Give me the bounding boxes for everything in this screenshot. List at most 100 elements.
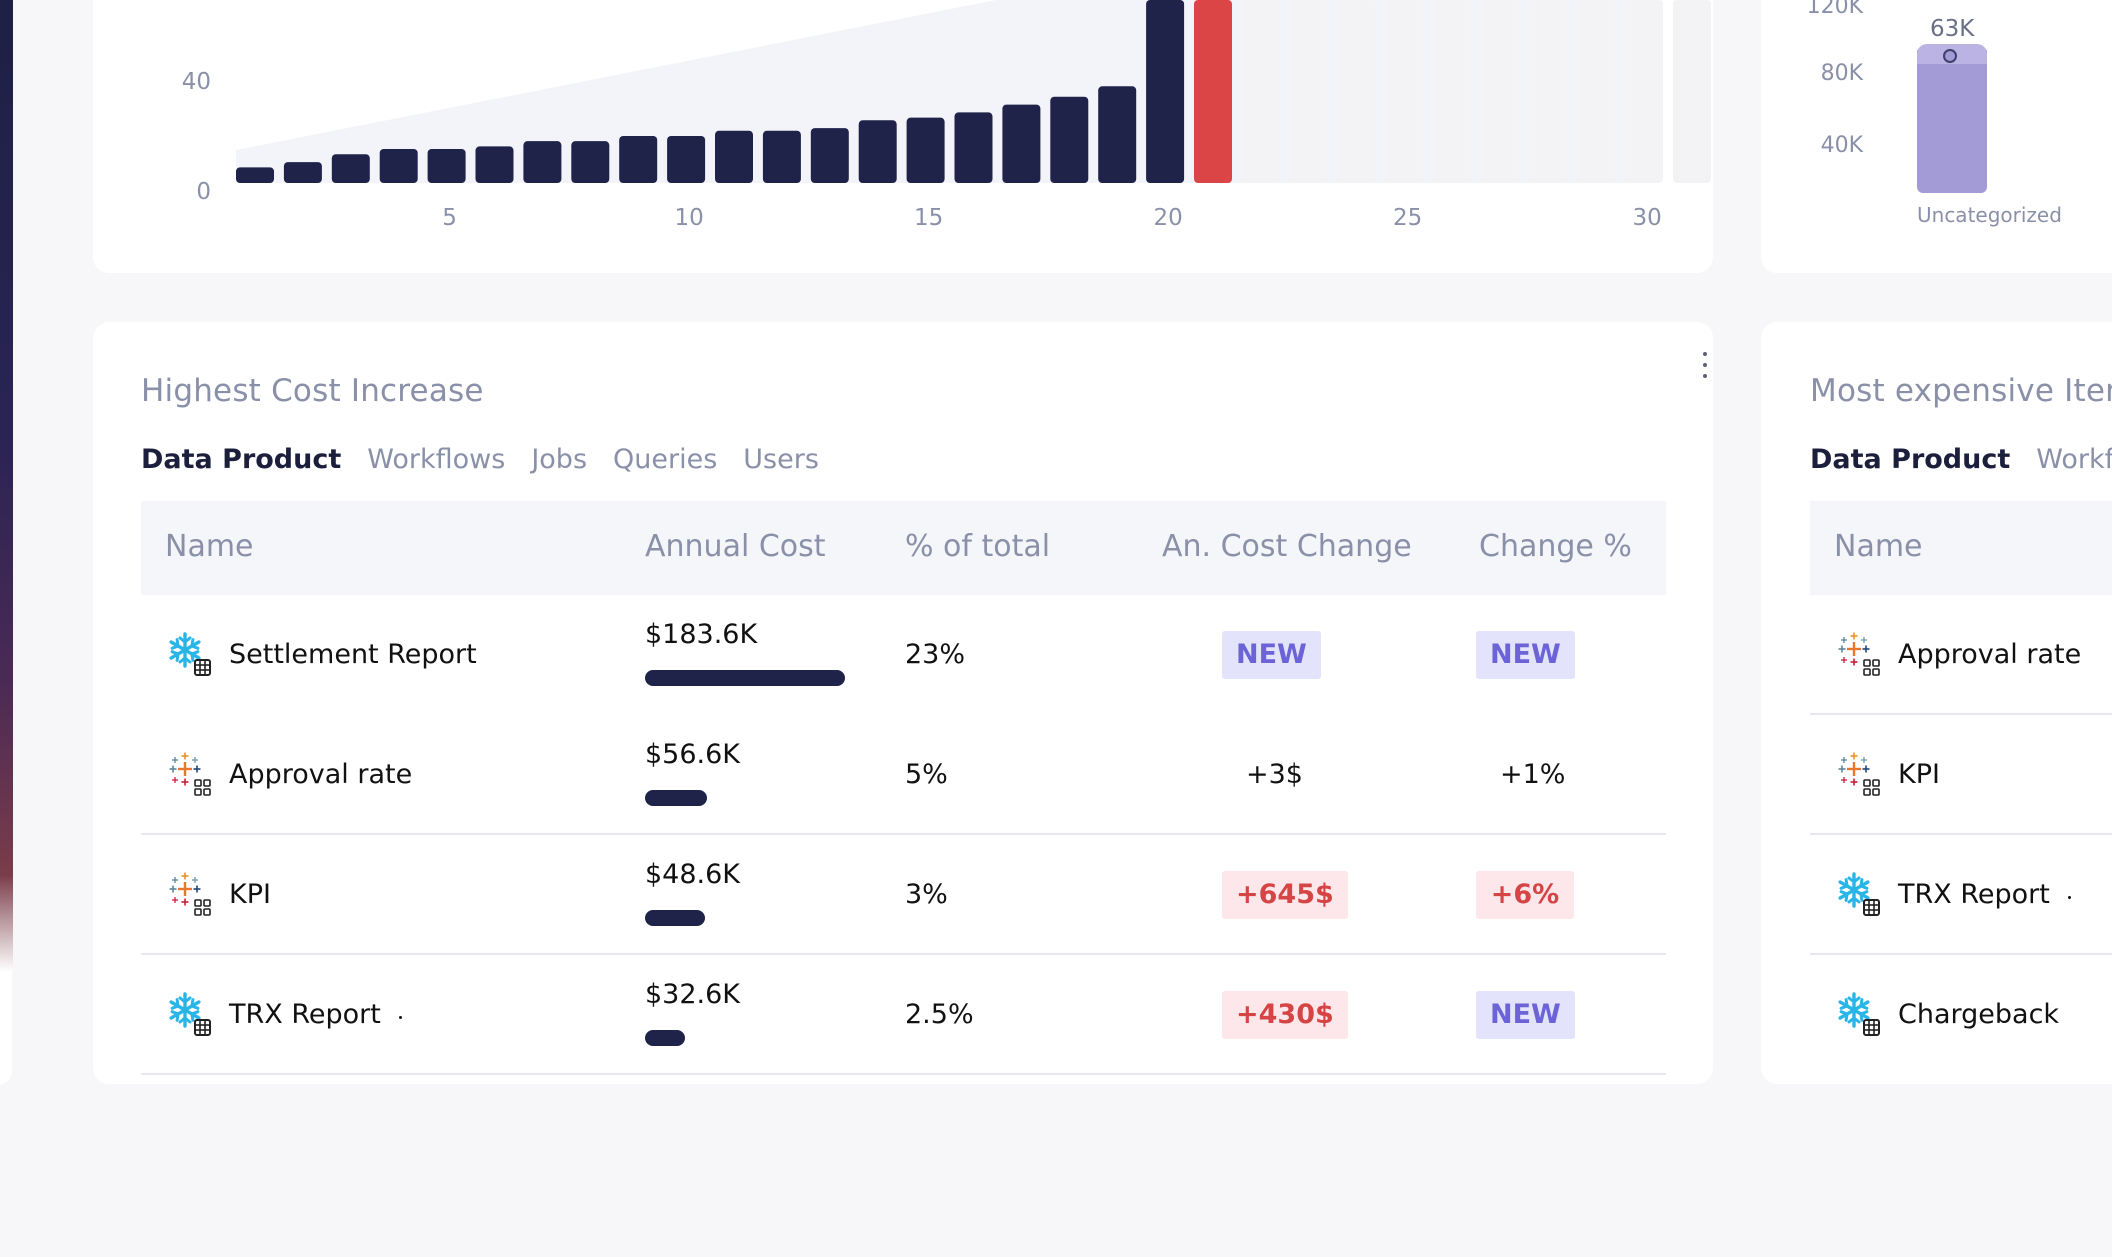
table-row[interactable]: Approval rate [1810, 595, 2112, 715]
cost-change-badge: +430$ [1222, 991, 1348, 1039]
future-day-bar[interactable] [1337, 0, 1376, 183]
day-bar[interactable] [236, 167, 274, 183]
category-bar[interactable] [1917, 50, 1987, 193]
item-name[interactable]: TRX Report [1898, 879, 2050, 910]
day-bar[interactable] [427, 149, 466, 183]
item-name[interactable]: KPI [229, 879, 271, 910]
snowflake-icon [165, 990, 215, 1040]
day-bar[interactable] [379, 149, 418, 183]
tab-workflows[interactable]: Workflo [2036, 444, 2112, 475]
table-header: Name [1810, 501, 2112, 595]
column-header-change-percent[interactable]: Change % [1479, 529, 1632, 564]
category-x-label: Uncategorized [1917, 203, 2062, 227]
annual-cost-bar [645, 1030, 685, 1046]
future-day-bar[interactable] [1241, 0, 1280, 183]
change-percent-badge: NEW [1476, 631, 1575, 679]
table-row[interactable]: Settlement Report $183.6K 23% NEW NEW [141, 595, 1666, 715]
table-row[interactable]: KPI $48.6K 3% +645$ +6% [141, 835, 1666, 955]
y-tick-label: 40 [182, 69, 211, 95]
column-header-annual-cost[interactable]: Annual Cost [645, 529, 826, 564]
item-name[interactable]: Approval rate [1898, 639, 2082, 670]
annual-cost-bar [645, 670, 845, 686]
item-name[interactable]: Chargeback [1898, 999, 2060, 1030]
change-percent-badge: NEW [1476, 991, 1575, 1039]
future-day-bar[interactable] [1673, 0, 1711, 183]
day-bar[interactable] [858, 120, 897, 183]
future-day-bar[interactable] [1289, 0, 1328, 183]
table-row[interactable]: Approval rate $56.6K 5% +3$ +1% [141, 715, 1666, 835]
tab-data-product[interactable]: Data Product [1810, 444, 2011, 475]
more-options-icon[interactable] [1702, 352, 1708, 378]
category-y-tick: 120K [1806, 0, 1863, 19]
day-bar[interactable] [1002, 104, 1041, 183]
item-name[interactable]: TRX Report [229, 999, 381, 1030]
cost-change-badge: +3$ [1246, 759, 1303, 790]
day-bar[interactable] [667, 135, 706, 183]
day-bar[interactable] [810, 128, 849, 183]
table-row[interactable]: TRX Report [1810, 835, 2112, 955]
future-day-bar[interactable] [1481, 0, 1520, 183]
tab-users[interactable]: Users [743, 444, 819, 475]
category-bar-marker [1943, 49, 1957, 63]
day-bar[interactable] [619, 135, 658, 183]
x-tick-label: 15 [914, 205, 943, 231]
day-bar[interactable] [571, 141, 610, 183]
day-bar[interactable] [475, 146, 514, 183]
card-title: Most expensive Iter [1810, 373, 2112, 409]
column-header-cost-change[interactable]: An. Cost Change [1162, 529, 1412, 564]
column-header-percent-total[interactable]: % of total [905, 529, 1051, 564]
percent-of-total: 3% [905, 879, 948, 910]
annual-cost: $183.6K [645, 619, 758, 650]
tableau-icon [165, 750, 215, 800]
day-bar[interactable] [1050, 96, 1089, 183]
day-bar[interactable] [331, 154, 370, 183]
item-name[interactable]: Settlement Report [229, 639, 477, 670]
highest-cost-increase-card [93, 322, 1713, 1084]
item-name[interactable]: KPI [1898, 759, 1940, 790]
table-row[interactable]: TRX Report $32.6K 2.5% +430$ NEW [141, 955, 1666, 1075]
annual-cost: $32.6K [645, 979, 741, 1010]
tableau-icon [165, 870, 215, 920]
category-y-tick: 40K [1820, 133, 1863, 158]
change-percent-badge: +6% [1476, 871, 1574, 919]
future-day-bar[interactable] [1529, 0, 1568, 183]
tableau-icon [1834, 750, 1884, 800]
annual-cost: $56.6K [645, 739, 741, 770]
table-row[interactable]: KPI [1810, 715, 2112, 835]
annual-cost-bar [645, 910, 705, 926]
future-day-bar[interactable] [1577, 0, 1616, 183]
x-tick-label: 10 [674, 205, 703, 231]
most-expensive-tabs: Data Product Workflo [1810, 444, 2112, 475]
percent-of-total: 5% [905, 759, 948, 790]
cost-increase-tabs: Data Product Workflows Jobs Queries User… [141, 444, 819, 475]
tab-workflows[interactable]: Workflows [367, 444, 506, 475]
tab-jobs[interactable]: Jobs [531, 444, 588, 475]
future-day-bar[interactable] [1433, 0, 1472, 183]
day-bar[interactable] [1146, 0, 1185, 183]
day-bar[interactable] [762, 130, 801, 183]
tab-queries[interactable]: Queries [613, 444, 718, 475]
item-name[interactable]: Approval rate [229, 759, 413, 790]
day-bar[interactable] [954, 112, 993, 183]
column-header-name[interactable]: Name [165, 529, 254, 564]
day-bar[interactable] [1098, 86, 1137, 183]
table-row[interactable]: Chargeback [1810, 955, 2112, 1075]
x-tick-label: 20 [1153, 205, 1182, 231]
today-bar[interactable] [1194, 0, 1232, 183]
day-bar[interactable] [715, 130, 753, 183]
x-tick-label: 25 [1393, 205, 1422, 231]
snowflake-icon [1834, 990, 1884, 1040]
x-tick-label: 5 [442, 205, 457, 231]
day-bar[interactable] [906, 117, 945, 183]
day-bar[interactable] [523, 141, 562, 183]
column-header-name[interactable]: Name [1834, 529, 1923, 564]
future-day-bar[interactable] [1385, 0, 1424, 183]
cost-change-badge: +645$ [1222, 871, 1348, 919]
daily-cost-bar-chart: 40 0 5 10 15 20 25 30 [182, 0, 1711, 231]
day-bar[interactable] [283, 162, 322, 183]
future-day-bar[interactable] [1625, 0, 1664, 183]
category-value-label: 63K [1930, 16, 1975, 42]
card-title: Highest Cost Increase [141, 373, 484, 409]
y-tick-label: 0 [196, 179, 211, 205]
tab-data-product[interactable]: Data Product [141, 444, 342, 475]
